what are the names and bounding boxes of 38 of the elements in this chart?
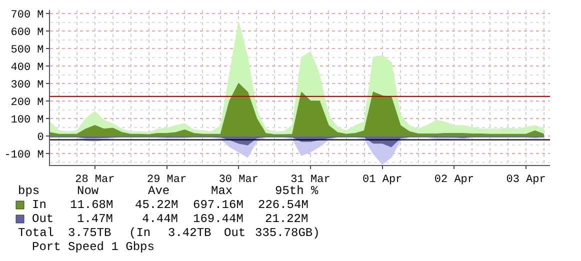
x-tick-label: 01 Apr xyxy=(362,174,402,186)
y-tick-label: 400 M xyxy=(10,62,44,74)
legend-label: Out xyxy=(32,212,54,226)
y-tick-label: -100 M xyxy=(4,149,44,162)
y-tick-label: 300 M xyxy=(10,79,44,92)
text: 11.68M xyxy=(70,198,114,212)
text: 45.22M xyxy=(135,198,178,212)
text: 4.44M xyxy=(142,212,178,226)
y-tick-label: 700 M xyxy=(10,9,44,22)
text: bps xyxy=(18,184,40,198)
x-tick-label: 30 Mar xyxy=(218,174,258,186)
y-tick-label: 200 M xyxy=(10,96,44,109)
text: 3.75TB xyxy=(68,226,112,240)
x-tick-label: 28 Mar xyxy=(75,174,115,186)
text: 95th % xyxy=(275,184,320,198)
text: 21.22M xyxy=(265,212,308,226)
text: Ave xyxy=(148,184,170,198)
x-tick-label: 03 Apr xyxy=(506,174,546,186)
y-tick-label: 0 xyxy=(37,132,44,144)
y-tick-label: 100 M xyxy=(10,114,44,126)
x-tick-label: 02 Apr xyxy=(434,174,474,186)
text: 226.54M xyxy=(258,198,308,212)
legend-label: In xyxy=(32,198,46,212)
text: Out xyxy=(224,226,246,240)
y-tick-label: 600 M xyxy=(10,26,44,39)
text: Now xyxy=(77,184,100,198)
x-tick-label: 29 Mar xyxy=(146,174,187,186)
text: 169.44M xyxy=(193,212,244,226)
text: Port Speed 1 Gbps xyxy=(32,240,154,254)
text: 697.16M xyxy=(193,198,244,212)
text: Total xyxy=(18,226,54,240)
text: 1.47M xyxy=(77,212,114,226)
x-tick-label: 31 Mar xyxy=(290,174,330,186)
text: 335.78GB) xyxy=(255,226,320,240)
text: Max xyxy=(211,184,233,198)
y-tick-label: 500 M xyxy=(10,44,44,56)
text: 3.42TB xyxy=(168,226,212,240)
text: (In xyxy=(129,226,151,240)
